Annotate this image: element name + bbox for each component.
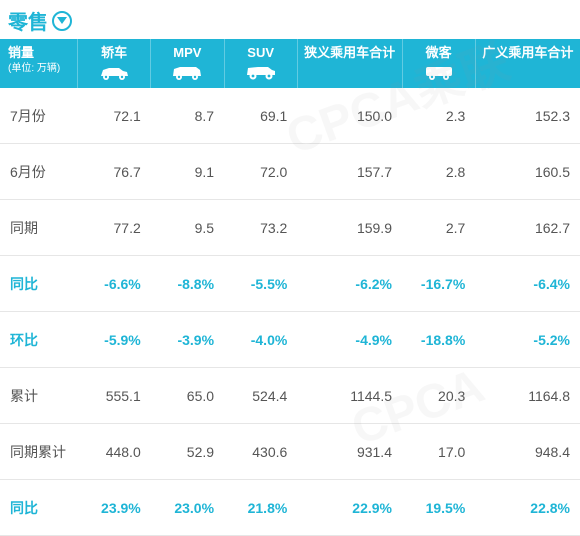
cell-value: 162.7 — [475, 200, 580, 256]
table-row: 7月份72.18.769.1150.02.3152.3 — [0, 88, 580, 144]
table-row: 环比-5.9%-3.9%-4.0%-4.9%-18.8%-5.2% — [0, 312, 580, 368]
col-label: 微客 — [426, 45, 452, 60]
sedan-icon — [97, 64, 131, 82]
row-label: 同期累计 — [0, 424, 77, 480]
cell-value: 159.9 — [297, 200, 402, 256]
col-label: 广义乘用车合计 — [482, 45, 573, 60]
cell-value: -5.5% — [224, 256, 297, 312]
cell-value: 17.0 — [402, 424, 475, 480]
col-sedan: 轿车 — [77, 39, 150, 88]
cell-value: -6.4% — [475, 256, 580, 312]
col-label: 轿车 — [101, 45, 127, 60]
cell-value: 555.1 — [77, 368, 150, 424]
minibus-icon — [422, 64, 456, 82]
section-title-bar: 零售 — [0, 0, 580, 39]
cell-value: 73.2 — [224, 200, 297, 256]
cell-value: 22.8% — [475, 480, 580, 536]
sales-table: 销量 (单位: 万辆) 轿车 MPV SUV 狭义乘用车合计 微客 — [0, 39, 580, 536]
cell-value: 22.9% — [297, 480, 402, 536]
cell-value: 931.4 — [297, 424, 402, 480]
row-label: 累计 — [0, 368, 77, 424]
row-label: 6月份 — [0, 144, 77, 200]
cell-value: 20.3 — [402, 368, 475, 424]
cell-value: 1164.8 — [475, 368, 580, 424]
cell-value: 8.7 — [151, 88, 224, 144]
col-broad-total: 广义乘用车合计 — [475, 39, 580, 88]
cell-value: 9.1 — [151, 144, 224, 200]
cell-value: 23.0% — [151, 480, 224, 536]
cell-value: -6.6% — [77, 256, 150, 312]
table-row: 累计555.165.0524.41144.520.31164.8 — [0, 368, 580, 424]
cell-value: 150.0 — [297, 88, 402, 144]
col-label: SUV — [247, 45, 274, 60]
cell-value: 430.6 — [224, 424, 297, 480]
cell-value: 2.8 — [402, 144, 475, 200]
cell-value: 524.4 — [224, 368, 297, 424]
col-label: 狭义乘用车合计 — [304, 45, 395, 60]
cell-value: 448.0 — [77, 424, 150, 480]
arrow-down-icon — [52, 11, 72, 31]
header-row: 销量 (单位: 万辆) 轿车 MPV SUV 狭义乘用车合计 微客 — [0, 39, 580, 88]
mpv-icon — [170, 64, 204, 82]
cell-value: -18.8% — [402, 312, 475, 368]
cell-value: 72.0 — [224, 144, 297, 200]
cell-value: -4.9% — [297, 312, 402, 368]
col-narrow-total: 狭义乘用车合计 — [297, 39, 402, 88]
cell-value: 152.3 — [475, 88, 580, 144]
row-label: 同比 — [0, 480, 77, 536]
col-minibus: 微客 — [402, 39, 475, 88]
cell-value: 72.1 — [77, 88, 150, 144]
cell-value: -4.0% — [224, 312, 297, 368]
cell-value: 1144.5 — [297, 368, 402, 424]
cell-value: -3.9% — [151, 312, 224, 368]
table-row: 同比-6.6%-8.8%-5.5%-6.2%-16.7%-6.4% — [0, 256, 580, 312]
row-label: 环比 — [0, 312, 77, 368]
cell-value: 2.7 — [402, 200, 475, 256]
row-label: 同比 — [0, 256, 77, 312]
cell-value: 52.9 — [151, 424, 224, 480]
table-row: 6月份76.79.172.0157.72.8160.5 — [0, 144, 580, 200]
row-label: 7月份 — [0, 88, 77, 144]
cell-value: 76.7 — [77, 144, 150, 200]
col-suv: SUV — [224, 39, 297, 88]
table-row: 同期累计448.052.9430.6931.417.0948.4 — [0, 424, 580, 480]
section-title: 零售 — [8, 6, 48, 35]
cell-value: 160.5 — [475, 144, 580, 200]
header-row-label: 销量 (单位: 万辆) — [0, 39, 77, 88]
suv-icon — [244, 64, 278, 82]
cell-value: 9.5 — [151, 200, 224, 256]
cell-value: -5.9% — [77, 312, 150, 368]
col-label: MPV — [173, 45, 201, 60]
cell-value: -8.8% — [151, 256, 224, 312]
cell-value: -16.7% — [402, 256, 475, 312]
header-row-label-text: 销量 — [8, 45, 34, 60]
cell-value: 948.4 — [475, 424, 580, 480]
cell-value: -6.2% — [297, 256, 402, 312]
cell-value: 157.7 — [297, 144, 402, 200]
cell-value: 21.8% — [224, 480, 297, 536]
table-row: 同比23.9%23.0%21.8%22.9%19.5%22.8% — [0, 480, 580, 536]
col-mpv: MPV — [151, 39, 224, 88]
cell-value: 77.2 — [77, 200, 150, 256]
cell-value: 2.3 — [402, 88, 475, 144]
cell-value: 65.0 — [151, 368, 224, 424]
table-row: 同期77.29.573.2159.92.7162.7 — [0, 200, 580, 256]
cell-value: -5.2% — [475, 312, 580, 368]
cell-value: 69.1 — [224, 88, 297, 144]
row-label: 同期 — [0, 200, 77, 256]
header-row-unit: (单位: 万辆) — [8, 62, 73, 75]
cell-value: 23.9% — [77, 480, 150, 536]
cell-value: 19.5% — [402, 480, 475, 536]
